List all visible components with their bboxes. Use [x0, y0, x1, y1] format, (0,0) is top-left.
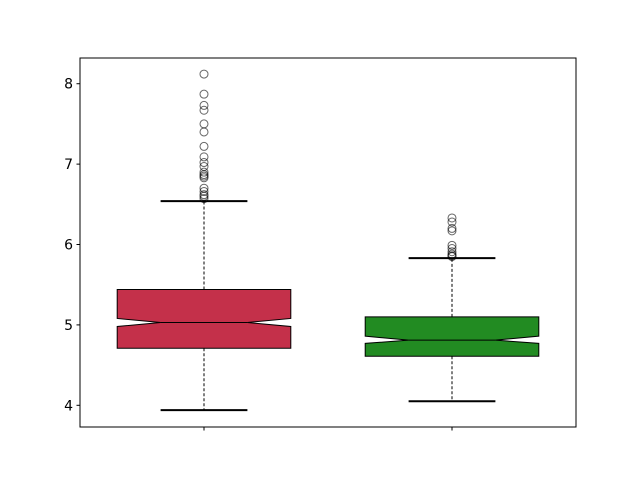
outlier-point	[447, 240, 457, 250]
outlier-point	[199, 105, 209, 115]
x-axis	[203, 427, 453, 431]
y-axis: 4 5 6 7 8	[64, 77, 80, 414]
y-tick-label: 4	[64, 398, 73, 414]
outlier-point	[199, 173, 209, 183]
outlier-point	[199, 69, 209, 79]
box-1	[116, 69, 292, 412]
outlier-point	[199, 127, 209, 137]
outlier-point	[199, 158, 209, 168]
outlier-point	[199, 194, 209, 204]
outlier-point	[199, 186, 209, 196]
outlier-point	[199, 141, 209, 151]
notched-box	[116, 289, 292, 349]
box-2	[364, 213, 540, 403]
y-tick-label: 8	[64, 77, 73, 93]
plot-area	[79, 57, 577, 428]
outlier-point	[199, 89, 209, 99]
y-tick-label: 7	[64, 157, 73, 173]
outlier-point	[199, 152, 209, 162]
outlier-point	[199, 100, 209, 110]
outlier-point	[447, 252, 457, 262]
outlier-point	[199, 167, 209, 177]
y-tick-label: 5	[64, 318, 73, 334]
outlier-point	[447, 223, 457, 233]
outlier-point	[199, 191, 209, 201]
boxes	[116, 69, 540, 412]
outlier-point	[447, 217, 457, 227]
notched-box	[364, 316, 540, 357]
outlier-point	[447, 226, 457, 236]
outlier-point	[447, 213, 457, 223]
y-tick-label: 6	[64, 238, 73, 254]
outlier-point	[447, 247, 457, 257]
